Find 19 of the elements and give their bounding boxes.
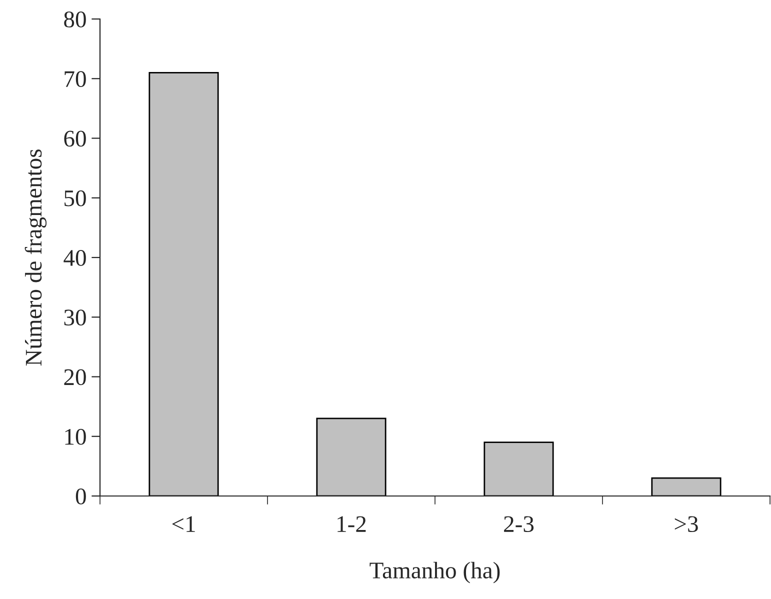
y-tick-label: 70	[64, 71, 86, 88]
bar	[148, 72, 219, 496]
x-tick-label: <1	[172, 516, 195, 532]
y-axis-title: Número de fragmentos	[24, 150, 47, 366]
x-axis-title: Tamanho (ha)	[370, 562, 500, 584]
y-tick-label: 20	[64, 369, 86, 386]
bar	[484, 442, 554, 496]
y-tick-label: 60	[64, 130, 86, 147]
y-tick-label: 80	[64, 11, 86, 28]
x-tick-label: 2-3	[504, 516, 534, 532]
y-tick-label: 40	[64, 250, 86, 266]
y-tick-label: 30	[64, 310, 86, 326]
x-tick-label: >3	[674, 516, 698, 532]
y-tick-label: 0	[76, 488, 86, 504]
bar	[651, 477, 722, 496]
y-tick-label: 10	[65, 428, 86, 445]
bar	[316, 418, 386, 496]
y-tick-label: 50	[64, 190, 86, 206]
x-tick-label: 1-2	[338, 516, 366, 532]
